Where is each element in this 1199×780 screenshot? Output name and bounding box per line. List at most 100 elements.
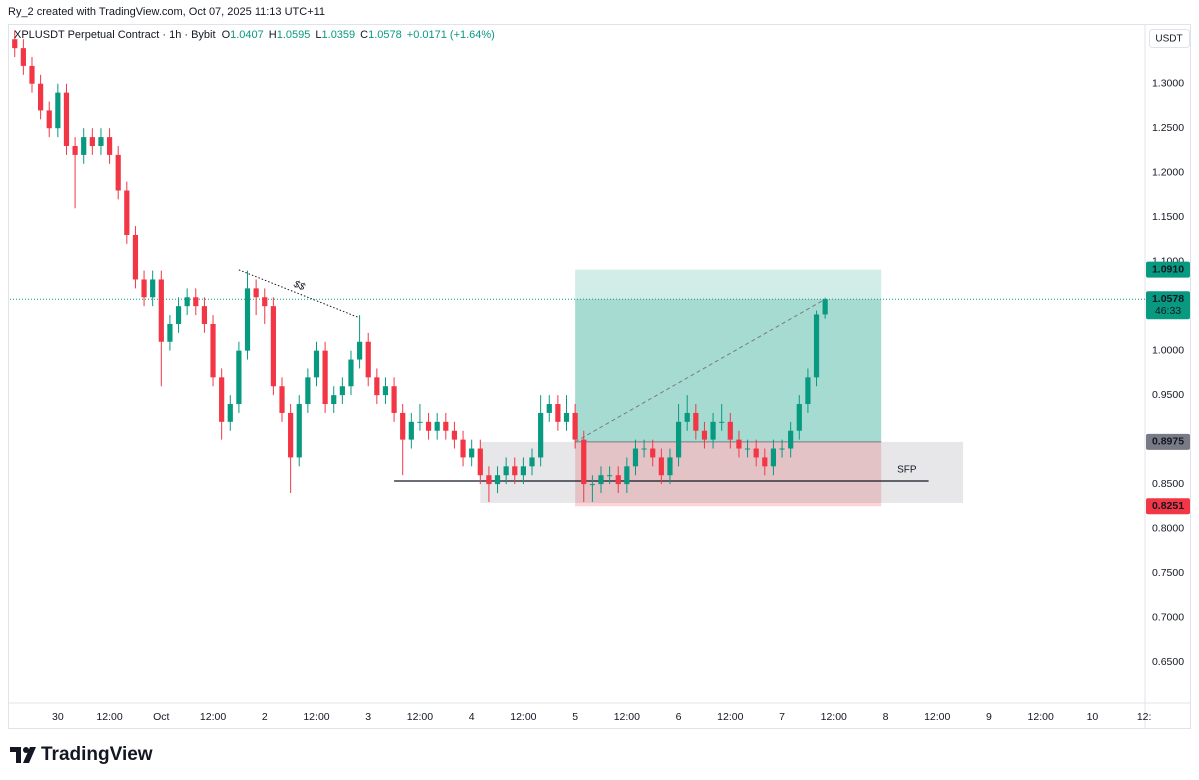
candle-body bbox=[365, 341, 371, 378]
candle-body bbox=[796, 404, 802, 431]
x-tick-label: 30 bbox=[52, 711, 64, 723]
symbol-header: XPLUSDT Perpetual Contract · 1h · Bybit O… bbox=[14, 29, 495, 41]
candle-body bbox=[770, 448, 777, 467]
y-tick-label: 1.1500 bbox=[1152, 211, 1184, 223]
candle-body bbox=[710, 421, 716, 440]
candle-body bbox=[650, 448, 656, 458]
x-tick-label: 12:00 bbox=[510, 711, 536, 723]
candle-body bbox=[124, 190, 130, 235]
candle-body bbox=[89, 137, 95, 147]
x-tick-label: 12:00 bbox=[821, 711, 847, 723]
candle-body bbox=[667, 457, 673, 476]
candle-body bbox=[175, 306, 182, 324]
candle-body bbox=[520, 466, 527, 476]
ohlc-letter: O bbox=[222, 29, 231, 41]
chart-frame bbox=[8, 24, 1191, 729]
x-tick-label: 2 bbox=[262, 711, 268, 723]
candle-body bbox=[20, 48, 26, 66]
x-tick-label: 12:00 bbox=[614, 711, 640, 723]
candle-body bbox=[150, 279, 156, 298]
candle-body bbox=[572, 412, 578, 440]
y-tick-label: 1.3000 bbox=[1152, 78, 1184, 90]
brand: TradingView bbox=[41, 744, 153, 765]
candle-body bbox=[374, 377, 380, 396]
candle-body bbox=[762, 457, 768, 467]
candle-body bbox=[822, 299, 828, 315]
ohlc-low: 1.0359 bbox=[322, 29, 356, 41]
candle-body bbox=[262, 297, 268, 307]
candle-body bbox=[63, 92, 70, 147]
candle-body bbox=[270, 306, 276, 387]
candle-body bbox=[391, 386, 397, 413]
target-tag: 1.0910 bbox=[1152, 263, 1184, 275]
candle-body bbox=[598, 475, 604, 485]
x-tick-label: 3 bbox=[365, 711, 371, 723]
y-tick-label: 1.2000 bbox=[1152, 166, 1184, 178]
plot-pane: SFP $$ bbox=[10, 30, 1145, 507]
position-progress bbox=[575, 299, 882, 442]
y-tick-label: 0.9500 bbox=[1152, 389, 1184, 401]
currency: USDT bbox=[1155, 34, 1182, 45]
x-tick-label: 4 bbox=[469, 711, 475, 723]
entry-tag-bg bbox=[1146, 433, 1190, 450]
candle-body bbox=[244, 288, 251, 351]
candle-body bbox=[675, 421, 682, 458]
candle-body bbox=[115, 154, 121, 191]
y-tick-label: 1.0000 bbox=[1152, 344, 1184, 356]
candle-body bbox=[615, 475, 621, 485]
candle-body bbox=[408, 421, 414, 440]
candle-body bbox=[512, 466, 518, 476]
y-tick-label: 0.6500 bbox=[1152, 656, 1184, 668]
candle-body bbox=[348, 359, 354, 387]
entry-tag: 0.8975 bbox=[1152, 436, 1184, 448]
candle-body bbox=[81, 137, 87, 155]
ohlc-high: 1.0595 bbox=[277, 29, 311, 41]
ohlc-letter: L bbox=[315, 29, 321, 41]
candle-body bbox=[805, 377, 811, 405]
y-tick-label: 0.7000 bbox=[1152, 611, 1184, 623]
candle-body bbox=[339, 386, 345, 396]
y-tick-label: 1.2500 bbox=[1152, 122, 1184, 134]
candle-body bbox=[305, 377, 311, 405]
candle-body bbox=[486, 475, 492, 485]
last-price-tag: 1.0578 bbox=[1152, 293, 1184, 305]
last-price-tag-bg bbox=[1146, 291, 1190, 320]
candle-body bbox=[382, 386, 389, 396]
candle-body bbox=[727, 421, 733, 440]
x-tick-label: 12:00 bbox=[303, 711, 329, 723]
x-tick-label: 6 bbox=[676, 711, 682, 723]
trade-path bbox=[574, 298, 826, 443]
ohlc-close: 1.0578 bbox=[368, 29, 402, 41]
candle-body bbox=[417, 421, 423, 423]
x-tick-label: 12:00 bbox=[200, 711, 226, 723]
candle-body bbox=[443, 421, 449, 431]
candle-body bbox=[503, 466, 509, 476]
candle-body bbox=[184, 297, 190, 307]
sfp-label: SFP bbox=[897, 465, 917, 476]
candle-body bbox=[158, 279, 164, 342]
ohlc-letter: C bbox=[360, 29, 368, 41]
candle-body bbox=[322, 350, 328, 405]
candle-body bbox=[753, 448, 759, 458]
liquidity-label: $$ bbox=[291, 278, 307, 293]
x-tick-label: 12:00 bbox=[717, 711, 743, 723]
candle-body bbox=[132, 234, 139, 280]
candle-body bbox=[167, 323, 173, 342]
candle-body bbox=[46, 110, 52, 129]
candle-body bbox=[460, 439, 466, 458]
candle-body bbox=[719, 421, 725, 423]
candle-body bbox=[400, 412, 406, 440]
last-price-tag-countdown: 46:33 bbox=[1155, 305, 1181, 317]
candle-body bbox=[546, 404, 552, 413]
candle-body bbox=[201, 306, 208, 324]
candle-body bbox=[538, 412, 544, 458]
candle-body bbox=[236, 350, 242, 405]
candle-body bbox=[313, 350, 320, 378]
stop-tag: 0.8251 bbox=[1152, 500, 1184, 512]
x-tick-label: 7 bbox=[779, 711, 785, 723]
currency-box[interactable] bbox=[1149, 29, 1190, 48]
x-tick-label: 12:00 bbox=[1028, 711, 1054, 723]
candle-body bbox=[12, 39, 18, 49]
candle-body bbox=[425, 421, 432, 431]
